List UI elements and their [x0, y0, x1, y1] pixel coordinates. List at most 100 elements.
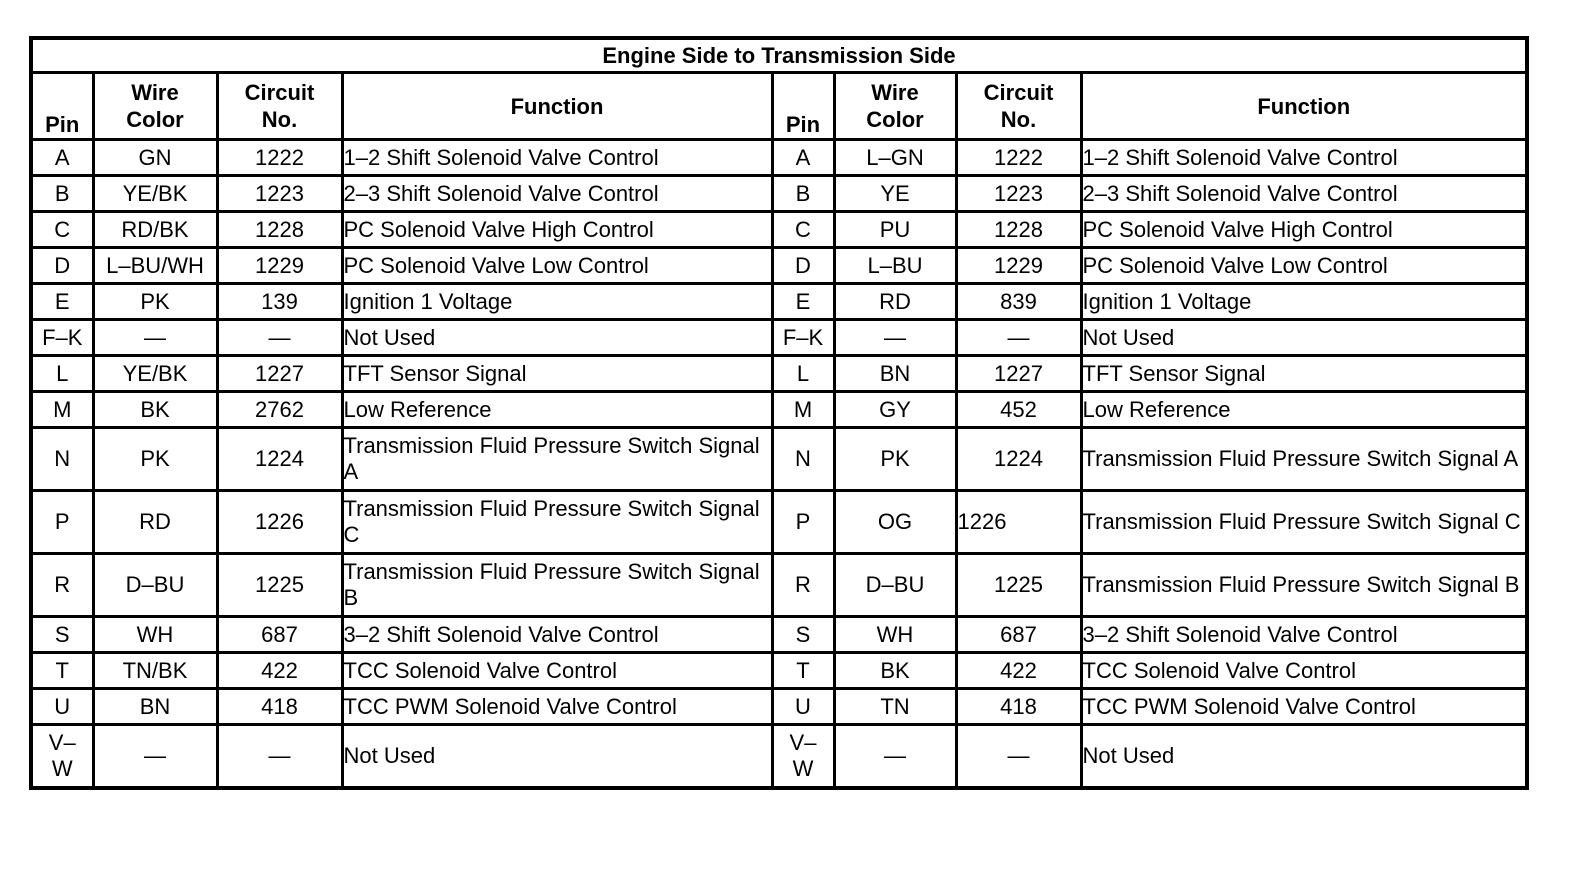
- circuit-no-cell-left: 139: [215, 282, 344, 321]
- function-cell-left: PC Solenoid Valve Low Control: [340, 246, 774, 285]
- pin-cell-left: M: [29, 390, 95, 429]
- pin-cell-right: P: [770, 489, 836, 555]
- pin-cell-left: D: [29, 246, 95, 285]
- wire-color-cell-left: RD: [91, 489, 219, 555]
- pin-cell-left: T: [29, 651, 95, 690]
- table-row: M BK 2762 Low Reference M GY 452 Low Reference: [29, 390, 1529, 429]
- pin-cell-right: U: [770, 687, 836, 726]
- function-cell-left: 1–2 Shift Solenoid Valve Control: [340, 138, 774, 177]
- pin-cell-right: E: [770, 282, 836, 321]
- function-cell-right: PC Solenoid Valve Low Control: [1079, 246, 1529, 285]
- pin-cell-right: D: [770, 246, 836, 285]
- wire-color-cell-right: GY: [832, 390, 958, 429]
- table-row: N PK 1224 Transmission Fluid Pressure Switc…: [29, 426, 1529, 492]
- circuit-no-cell-right: —: [954, 318, 1083, 357]
- table-row: L YE/BK 1227 TFT Sensor Signal L BN 1227 TFT Se…: [29, 354, 1529, 393]
- pin-header-right: Pin: [770, 71, 836, 141]
- function-cell-left: Transmission Fluid Pressure Switch Signa…: [340, 489, 774, 555]
- title-row: Engine Side to Transmission Side: [29, 36, 1529, 74]
- function-cell-right: Not Used: [1079, 723, 1529, 790]
- function-cell-right: Transmission Fluid Pressure Switch Signa…: [1079, 426, 1529, 492]
- table-row: S WH 687 3–2 Shift Solenoid Valve Control S W…: [29, 615, 1529, 654]
- wire-color-cell-left: YE/BK: [91, 174, 219, 213]
- pin-cell-left: C: [29, 210, 95, 249]
- table-row: T TN/BK 422 TCC Solenoid Valve Control T BK 42…: [29, 651, 1529, 690]
- function-cell-right: Transmission Fluid Pressure Switch Signa…: [1079, 489, 1529, 555]
- wire-color-cell-left: YE/BK: [91, 354, 219, 393]
- pin-cell-left: P: [29, 489, 95, 555]
- function-cell-left: 2–3 Shift Solenoid Valve Control: [340, 174, 774, 213]
- function-cell-right: Low Reference: [1079, 390, 1529, 429]
- circuit-no-cell-right: 1225: [954, 552, 1083, 618]
- wire-color-cell-right: OG: [832, 489, 958, 555]
- function-cell-right: PC Solenoid Valve High Control: [1079, 210, 1529, 249]
- wire-color-cell-right: BK: [832, 651, 958, 690]
- function-cell-left: Low Reference: [340, 390, 774, 429]
- circuit-no-cell-right: 687: [954, 615, 1083, 654]
- pinout-table: Engine Side to Transmission Side Pin Wir…: [29, 36, 1529, 790]
- circuit-no-cell-left: 1223: [215, 174, 344, 213]
- wire-color-cell-left: BN: [91, 687, 219, 726]
- function-header-left: Function: [340, 71, 774, 141]
- pin-cell-right: B: [770, 174, 836, 213]
- table-row: F–K — — Not Used F–K — — Not Used: [29, 318, 1529, 357]
- pin-cell-left: U: [29, 687, 95, 726]
- pin-cell-left: E: [29, 282, 95, 321]
- circuit-no-cell-left: 1226: [215, 489, 344, 555]
- wire-color-cell-left: PK: [91, 282, 219, 321]
- pin-cell-right: L: [770, 354, 836, 393]
- pin-cell-right: A: [770, 138, 836, 177]
- function-cell-left: TFT Sensor Signal: [340, 354, 774, 393]
- wire-color-cell-left: —: [91, 318, 219, 357]
- function-header-right: Function: [1079, 71, 1529, 141]
- pin-cell-right: N: [770, 426, 836, 492]
- circuit-no-cell-left: 422: [215, 651, 344, 690]
- function-cell-left: PC Solenoid Valve High Control: [340, 210, 774, 249]
- wire-color-cell-right: L–GN: [832, 138, 958, 177]
- function-cell-right: TFT Sensor Signal: [1079, 354, 1529, 393]
- function-cell-right: 1–2 Shift Solenoid Valve Control: [1079, 138, 1529, 177]
- table-row: C RD/BK 1228 PC Solenoid Valve High Control…: [29, 210, 1529, 249]
- wire-color-cell-right: —: [832, 723, 958, 790]
- circuit-no-cell-right: 839: [954, 282, 1083, 321]
- function-cell-right: TCC Solenoid Valve Control: [1079, 651, 1529, 690]
- wire-color-cell-left: PK: [91, 426, 219, 492]
- function-cell-right: Not Used: [1079, 318, 1529, 357]
- pin-cell-right: V– W: [770, 723, 836, 790]
- wire-color-cell-right: RD: [832, 282, 958, 321]
- circuit-no-cell-left: —: [215, 318, 344, 357]
- circuit-no-cell-left: 1229: [215, 246, 344, 285]
- circuit-no-cell-right: —: [954, 723, 1083, 790]
- pin-cell-right: F–K: [770, 318, 836, 357]
- pinout-table-container: Engine Side to Transmission Side Pin Wir…: [29, 36, 1529, 790]
- table-row: B YE/BK 1223 2–3 Shift Solenoid Valve Contr…: [29, 174, 1529, 213]
- circuit-no-cell-right: 1224: [954, 426, 1083, 492]
- wire-color-cell-right: L–BU: [832, 246, 958, 285]
- wire-color-cell-left: TN/BK: [91, 651, 219, 690]
- table-row: E PK 139 Ignition 1 Voltage E RD 839 Ignition 1…: [29, 282, 1529, 321]
- wire-color-cell-right: WH: [832, 615, 958, 654]
- circuit-no-cell-right: 1228: [954, 210, 1083, 249]
- circuit-no-cell-left: 2762: [215, 390, 344, 429]
- pin-cell-left: B: [29, 174, 95, 213]
- table-row: A GN 1222 1–2 Shift Solenoid Valve Control A…: [29, 138, 1529, 177]
- function-cell-left: Transmission Fluid Pressure Switch Signa…: [340, 552, 774, 618]
- table-row: U BN 418 TCC PWM Solenoid Valve Control U TN 4…: [29, 687, 1529, 726]
- function-cell-right: Transmission Fluid Pressure Switch Signa…: [1079, 552, 1529, 618]
- circuit-no-cell-left: 1225: [215, 552, 344, 618]
- function-cell-left: TCC Solenoid Valve Control: [340, 651, 774, 690]
- wire-color-cell-right: BN: [832, 354, 958, 393]
- circuit-no-cell-left: 687: [215, 615, 344, 654]
- table-row: D L–BU/WH 1229 PC Solenoid Valve Low Contro…: [29, 246, 1529, 285]
- pin-header-left: Pin: [29, 71, 95, 141]
- circuit-no-cell-left: 418: [215, 687, 344, 726]
- function-cell-left: 3–2 Shift Solenoid Valve Control: [340, 615, 774, 654]
- circuit-no-cell-left: —: [215, 723, 344, 790]
- wire-color-cell-right: YE: [832, 174, 958, 213]
- table-row: P RD 1226 Transmission Fluid Pressure Switc…: [29, 489, 1529, 555]
- wire-color-header-left: Wire Color: [91, 71, 219, 141]
- pin-cell-left: A: [29, 138, 95, 177]
- circuit-no-cell-right: 418: [954, 687, 1083, 726]
- pin-cell-left: F–K: [29, 318, 95, 357]
